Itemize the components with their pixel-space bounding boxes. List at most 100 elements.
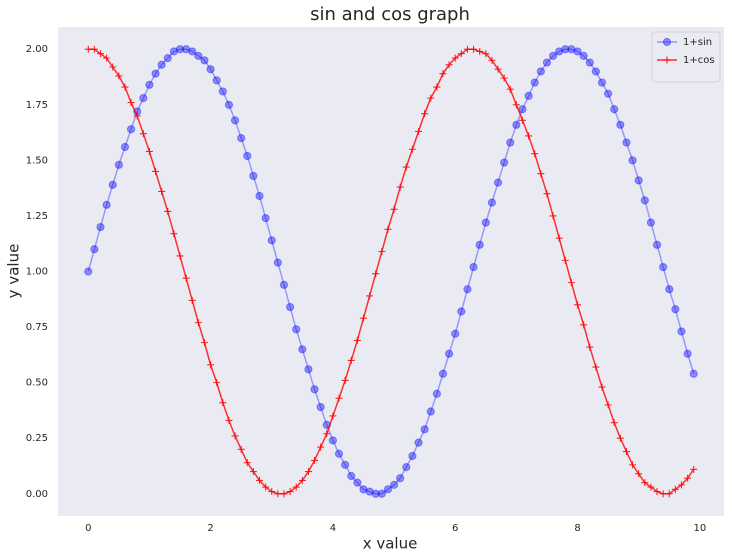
marker [457, 307, 466, 316]
marker [543, 190, 551, 198]
marker [139, 130, 147, 138]
marker [175, 45, 185, 54]
marker [476, 47, 484, 55]
marker [663, 56, 671, 64]
marker [90, 45, 98, 53]
marker [207, 361, 215, 369]
marker [274, 490, 282, 498]
marker [170, 230, 178, 238]
y-tick-label: 0.50 [26, 378, 48, 389]
marker [494, 65, 502, 73]
marker [145, 147, 153, 155]
y-axis-label: y value [5, 244, 23, 299]
marker [341, 376, 349, 384]
marker [353, 336, 361, 344]
marker [384, 225, 392, 233]
y-tick-label: 1.75 [26, 100, 48, 111]
marker [396, 183, 404, 191]
marker [212, 76, 221, 85]
marker [597, 78, 607, 87]
marker [292, 325, 301, 334]
marker [652, 240, 662, 249]
marker [640, 196, 649, 205]
marker [298, 345, 307, 354]
marker [488, 56, 496, 64]
marker [475, 240, 484, 249]
marker [310, 385, 319, 394]
marker [383, 485, 393, 494]
marker [126, 125, 136, 134]
marker [616, 120, 625, 129]
y-tick-label: 0.75 [26, 322, 48, 333]
x-tick-label: 2 [207, 523, 213, 534]
marker [316, 402, 325, 412]
marker [629, 461, 637, 469]
marker [585, 58, 594, 67]
marker [256, 476, 264, 484]
marker [194, 319, 202, 327]
marker [512, 101, 520, 109]
marker [628, 156, 637, 165]
marker [317, 443, 325, 451]
marker [677, 481, 685, 489]
marker [219, 399, 227, 407]
x-axis-label: x value [363, 535, 418, 553]
marker [262, 483, 270, 491]
marker [249, 468, 257, 476]
y-tick-label: 1.00 [26, 267, 48, 278]
marker [268, 488, 276, 496]
marker [115, 72, 123, 80]
marker [188, 296, 196, 304]
marker [224, 100, 234, 109]
y-tick-label: 0.00 [26, 489, 48, 500]
marker [671, 485, 679, 493]
marker [298, 476, 306, 484]
marker [470, 45, 478, 53]
marker [414, 438, 423, 447]
marker [206, 65, 215, 74]
marker [145, 80, 154, 89]
series-line [88, 48, 695, 495]
marker [396, 474, 405, 483]
marker [580, 321, 588, 329]
marker [481, 218, 490, 227]
marker [500, 158, 509, 167]
y-tick-label: 1.50 [26, 155, 48, 166]
marker [225, 416, 233, 424]
y-tick-label: 0.25 [26, 433, 48, 444]
marker [451, 54, 459, 62]
marker [304, 365, 313, 374]
marker [285, 302, 295, 312]
marker [561, 45, 570, 54]
marker [402, 463, 411, 472]
marker [365, 487, 374, 496]
marker [127, 99, 135, 107]
marker [249, 171, 258, 181]
marker [421, 110, 429, 118]
marker [97, 50, 105, 58]
marker [683, 349, 692, 358]
marker [231, 432, 239, 440]
marker [200, 339, 208, 347]
marker [261, 214, 270, 223]
marker [237, 445, 245, 453]
x-tick-label: 0 [85, 523, 91, 534]
chart-title: sin and cos graph [310, 4, 470, 25]
marker [439, 70, 447, 78]
marker [378, 247, 386, 255]
marker [506, 85, 514, 93]
marker [646, 218, 656, 227]
x-tick-label: 8 [574, 523, 580, 534]
marker [108, 180, 117, 189]
marker [133, 112, 141, 120]
marker [610, 105, 619, 114]
marker [604, 89, 613, 98]
marker [531, 150, 539, 158]
marker [218, 87, 227, 96]
marker [684, 474, 692, 482]
marker [525, 132, 533, 140]
marker [689, 369, 698, 378]
marker [304, 468, 312, 476]
